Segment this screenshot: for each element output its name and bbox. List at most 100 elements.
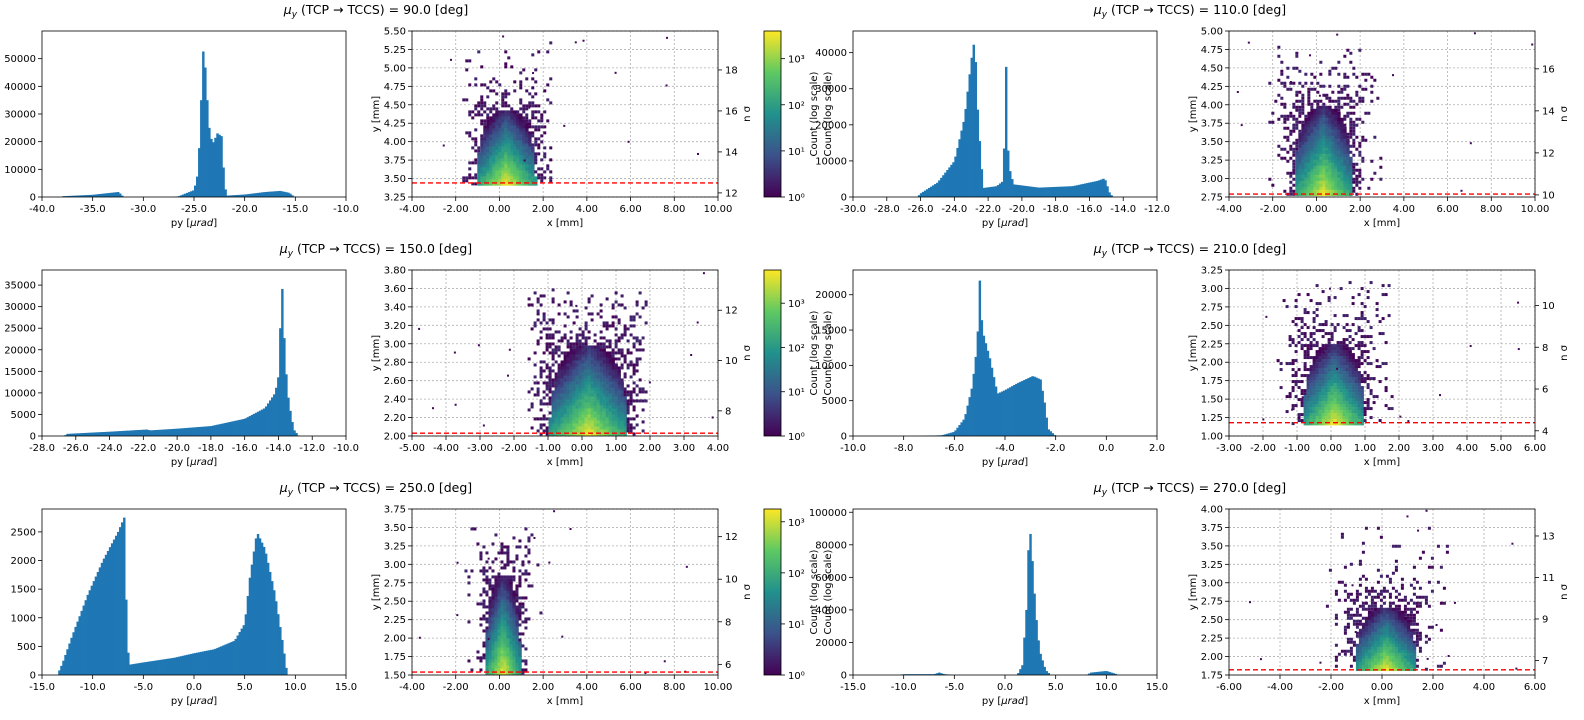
heatmap-cell — [632, 399, 636, 403]
heatmap-cell — [1312, 413, 1316, 417]
hist-bar — [1041, 187, 1044, 197]
heatmap-cell — [506, 659, 510, 663]
heatmap-cell — [1343, 147, 1347, 152]
heatmap-cell — [545, 363, 549, 367]
heatmap-cell — [545, 429, 549, 433]
heatmap-cell — [1303, 350, 1307, 354]
heatmap-cell — [629, 396, 633, 400]
heatmap-cell — [1355, 75, 1359, 79]
heatmap-cell — [500, 629, 504, 633]
heatmap-cell — [1357, 341, 1361, 345]
heatmap-cell — [546, 50, 550, 54]
heatmap-cell — [563, 408, 567, 412]
heatmap-cell — [596, 312, 600, 316]
heatmap-cell — [566, 351, 570, 355]
heatmap-cell — [587, 429, 591, 433]
heatmap-cell — [516, 182, 520, 186]
heatmap-cell — [620, 426, 624, 430]
heatmap-cell — [507, 140, 511, 144]
heatmap-cell — [1321, 398, 1325, 402]
heatmap-cell — [1295, 144, 1299, 148]
heatmap-cell — [527, 548, 531, 552]
heatmap-cell — [1348, 419, 1352, 423]
heatmap-cell — [483, 83, 487, 87]
heatmap-cell — [599, 342, 603, 346]
heatmap-cell — [584, 336, 588, 340]
heatmap-cell — [510, 128, 514, 132]
heatmap-cell — [581, 360, 585, 364]
heatmap-cell — [572, 357, 576, 361]
heatmap-cell — [506, 668, 510, 672]
hist-bar — [1033, 593, 1036, 675]
heatmap-cell — [1301, 93, 1305, 97]
heatmap-cell — [509, 581, 513, 585]
heatmap-cell — [560, 336, 564, 340]
heatmap-cell — [503, 623, 507, 627]
heatmap-cell — [572, 351, 576, 355]
heatmap-cell — [614, 402, 618, 406]
heatmap-cell — [1304, 117, 1308, 122]
panel-title: μy (TCP → TCCS) = 110.0 [deg] — [1093, 2, 1286, 20]
heatmap-cell — [1298, 99, 1302, 103]
heatmap-cell — [474, 137, 478, 141]
heatmap-cell — [519, 83, 523, 87]
heatmap-cell — [1360, 287, 1364, 291]
heatmap-cell — [1358, 640, 1363, 645]
hist-bar — [919, 674, 923, 675]
heatmap-cell — [488, 671, 492, 675]
heatmap-cell — [584, 384, 588, 388]
heatmap-cell — [1364, 72, 1368, 76]
heatmap-cell — [1309, 389, 1313, 393]
heatmap-cell — [1321, 386, 1325, 390]
histogram-hist_250: -15.0 -10.0 -5.0 0.0 5.0 10.0 15.0050010001500… — [11, 508, 357, 707]
heatmap-cell — [596, 432, 600, 436]
heatmap-cell — [596, 420, 600, 424]
hist-bar — [925, 674, 929, 675]
heatmap-cell — [557, 372, 561, 376]
heatmap-cell — [485, 551, 489, 555]
heatmap-cell — [1348, 380, 1352, 384]
heatmap-cell — [501, 179, 505, 183]
heatmap-cell — [518, 584, 522, 588]
heatmap-cell — [503, 596, 507, 600]
heatmap-cell — [512, 599, 516, 603]
heatmap-cell — [584, 321, 588, 325]
heatmap-cell — [1318, 371, 1322, 375]
heatmap-cell — [1298, 171, 1302, 176]
heatmap-cell — [1309, 407, 1313, 411]
heatmap-cell — [1325, 111, 1329, 116]
heatmap-cell — [611, 408, 615, 412]
heatmap-cell — [518, 611, 522, 615]
heatmap-cell — [504, 134, 508, 138]
heatmap-cell — [560, 381, 564, 385]
hist-bar — [1002, 390, 1006, 436]
heatmap-cell — [1297, 335, 1301, 339]
heatmap-cell — [641, 306, 645, 310]
hist-bar — [224, 422, 227, 436]
heatmap-cell — [489, 149, 493, 153]
heatmap-cell — [1271, 120, 1275, 124]
hist-bar — [78, 433, 81, 436]
heatmap-cell — [504, 149, 508, 153]
heatmap-cell — [476, 602, 480, 606]
hist-bar — [242, 194, 246, 197]
heatmap-cell — [492, 170, 496, 174]
heatmap-cell — [1319, 108, 1323, 113]
heatmap-cell — [617, 366, 621, 370]
heatmap-cell — [1360, 401, 1364, 405]
heatmap-cell — [1298, 168, 1302, 173]
heatmap-cell — [483, 137, 487, 141]
heatmap-cell — [525, 170, 529, 174]
heatmap-cell — [599, 423, 603, 427]
heatmap-cell — [1361, 96, 1365, 100]
heatmap-cell — [602, 372, 606, 376]
y2-tick-label: 18 — [725, 65, 738, 76]
heatmap-cell — [1358, 637, 1363, 642]
heatmap-cell — [1331, 156, 1335, 161]
heatmap-cell — [1312, 362, 1316, 366]
heatmap-cell — [516, 140, 520, 144]
heatmap-cell — [486, 146, 490, 150]
hist-bar — [1096, 671, 1099, 675]
heatmap-cell — [497, 647, 501, 651]
hist-bar — [1106, 186, 1109, 197]
